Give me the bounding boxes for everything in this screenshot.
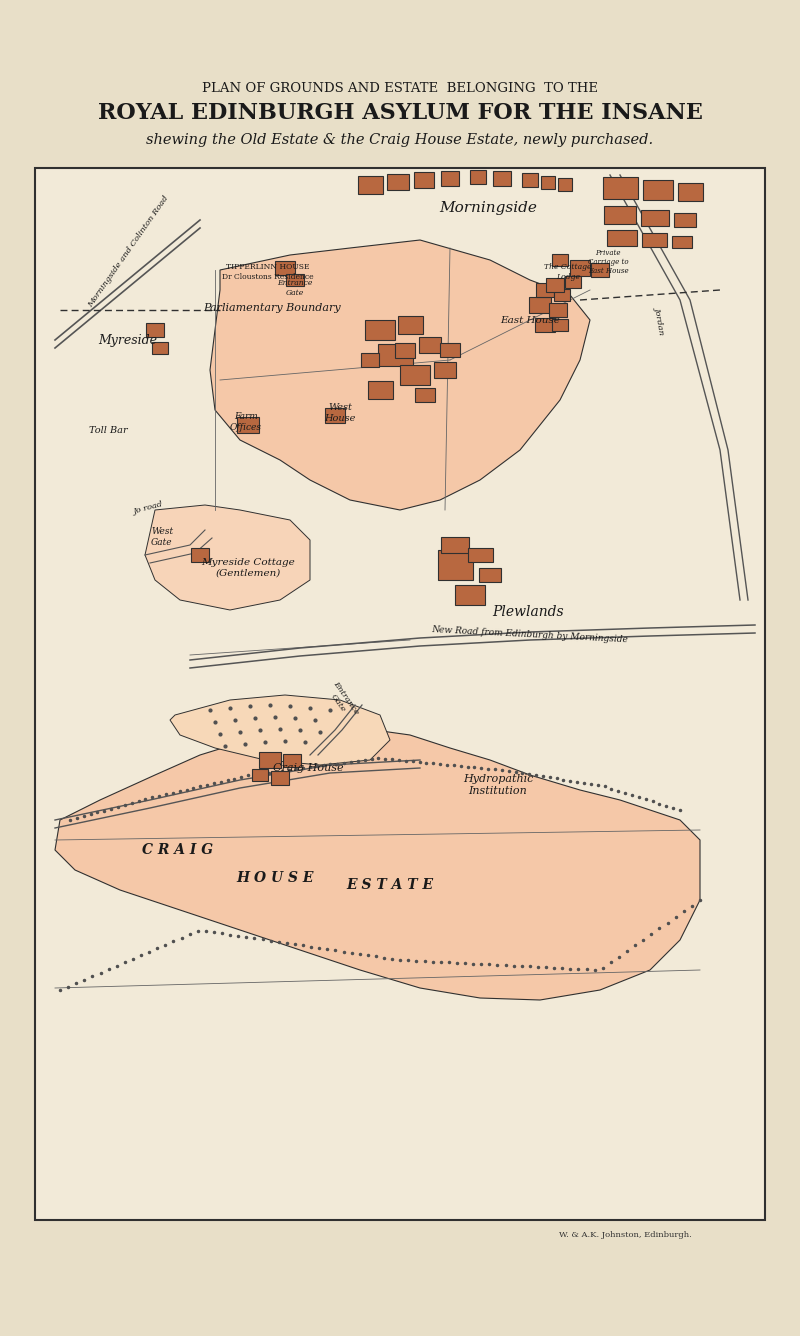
- Text: ROYAL EDINBURGH ASYLUM FOR THE INSANE: ROYAL EDINBURGH ASYLUM FOR THE INSANE: [98, 102, 702, 124]
- Bar: [387, 174, 409, 190]
- Polygon shape: [55, 728, 700, 1001]
- Bar: [672, 236, 692, 248]
- Bar: [552, 254, 568, 266]
- Text: Morningside and Colinton Road: Morningside and Colinton Road: [86, 195, 170, 310]
- Bar: [252, 770, 268, 782]
- Bar: [643, 180, 673, 200]
- Bar: [400, 365, 430, 385]
- Bar: [146, 323, 164, 337]
- Bar: [378, 343, 413, 366]
- Bar: [591, 263, 609, 277]
- Bar: [441, 537, 469, 553]
- Polygon shape: [210, 240, 590, 510]
- Bar: [467, 548, 493, 562]
- Bar: [607, 230, 637, 246]
- Bar: [398, 317, 422, 334]
- Bar: [470, 170, 486, 184]
- Bar: [642, 232, 666, 247]
- Text: PLAN OF GROUNDS AND ESTATE  BELONGING  TO THE: PLAN OF GROUNDS AND ESTATE BELONGING TO …: [202, 81, 598, 95]
- Bar: [529, 297, 551, 313]
- Bar: [558, 178, 572, 191]
- Bar: [365, 321, 395, 339]
- Text: Entrance
Gate: Entrance Gate: [278, 279, 313, 297]
- Bar: [361, 353, 379, 367]
- Bar: [283, 754, 301, 767]
- Text: Farm
Offices: Farm Offices: [230, 413, 262, 432]
- Text: Hydropathic
Institution: Hydropathic Institution: [463, 774, 533, 796]
- Bar: [237, 417, 259, 433]
- Text: Craig House: Craig House: [273, 763, 343, 774]
- Text: Plewlands: Plewlands: [492, 605, 564, 619]
- Bar: [191, 548, 209, 562]
- Polygon shape: [145, 505, 310, 611]
- Bar: [535, 318, 555, 333]
- Text: H O U S E: H O U S E: [236, 871, 314, 884]
- Bar: [602, 176, 638, 199]
- Text: W. & A.K. Johnston, Edinburgh.: W. & A.K. Johnston, Edinburgh.: [558, 1230, 691, 1238]
- Text: West
House: West House: [324, 403, 356, 422]
- Bar: [522, 172, 538, 187]
- Bar: [554, 289, 570, 301]
- Bar: [275, 261, 295, 275]
- Text: Private
Carriage to
East House: Private Carriage to East House: [588, 248, 628, 275]
- Bar: [565, 277, 581, 289]
- Text: Morningside: Morningside: [439, 200, 537, 215]
- Bar: [552, 319, 568, 331]
- Bar: [395, 342, 415, 358]
- Bar: [440, 343, 460, 357]
- Text: Parliamentary Boundary: Parliamentary Boundary: [203, 303, 341, 313]
- Bar: [415, 387, 435, 402]
- Bar: [434, 362, 456, 378]
- Bar: [367, 381, 393, 399]
- Text: The Cottage
Lodge: The Cottage Lodge: [544, 263, 592, 281]
- Bar: [358, 176, 382, 194]
- Bar: [549, 303, 567, 317]
- Bar: [678, 183, 702, 200]
- Bar: [455, 585, 485, 605]
- Text: Entrance
Gate: Entrance Gate: [324, 679, 360, 721]
- Text: shewing the Old Estate & the Craig House Estate, newly purchased.: shewing the Old Estate & the Craig House…: [146, 134, 654, 147]
- Text: Myreside: Myreside: [98, 334, 158, 346]
- Bar: [536, 283, 554, 297]
- Bar: [259, 752, 281, 768]
- Text: New Road from Edinburgh by Morningside: New Road from Edinburgh by Morningside: [431, 625, 629, 645]
- Bar: [546, 278, 564, 293]
- Bar: [674, 212, 696, 227]
- Text: East House: East House: [500, 315, 560, 325]
- Bar: [541, 175, 555, 188]
- Bar: [641, 210, 669, 226]
- Polygon shape: [170, 695, 390, 766]
- Bar: [271, 771, 289, 786]
- Bar: [152, 342, 168, 354]
- Text: Toll Bar: Toll Bar: [89, 425, 127, 434]
- Bar: [419, 337, 441, 353]
- Bar: [493, 171, 511, 186]
- Text: C R A I G: C R A I G: [142, 843, 214, 856]
- Text: TIPPERLINN HOUSE
Dr Cloustons Residence: TIPPERLINN HOUSE Dr Cloustons Residence: [222, 263, 314, 281]
- Text: Myreside Cottage
(Gentlemen): Myreside Cottage (Gentlemen): [201, 558, 295, 577]
- Bar: [325, 407, 345, 422]
- Bar: [438, 550, 473, 580]
- Bar: [570, 261, 590, 277]
- Bar: [441, 171, 459, 186]
- Bar: [35, 168, 765, 1220]
- Text: Jo road: Jo road: [132, 500, 164, 516]
- Text: Jordan: Jordan: [654, 306, 666, 334]
- Bar: [286, 274, 304, 286]
- Text: E S T A T E: E S T A T E: [346, 878, 434, 892]
- Bar: [604, 206, 636, 224]
- Bar: [414, 172, 434, 188]
- Text: West
Gate: West Gate: [151, 528, 173, 546]
- Bar: [479, 568, 501, 582]
